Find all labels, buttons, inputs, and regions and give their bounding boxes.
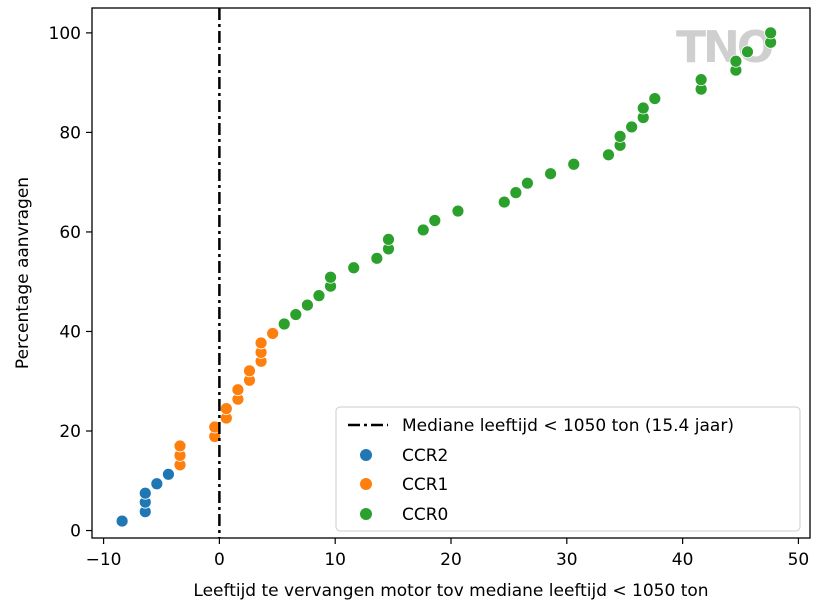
y-axis-label: Percentage aanvragen: [13, 177, 33, 369]
point-ccr0-3: [312, 289, 326, 303]
legend-marker-ccr2: [359, 448, 373, 462]
y-tick-label: 60: [59, 223, 81, 243]
point-ccr0-13: [497, 195, 511, 209]
point-ccr0-10: [416, 223, 430, 237]
point-ccr2-4: [150, 477, 164, 491]
x-tick-label: −10: [86, 550, 122, 570]
point-ccr0-15: [521, 176, 534, 190]
legend-label-ccr1: CCR1: [402, 475, 448, 495]
point-ccr0-9: [382, 233, 395, 246]
legend-box: [335, 406, 801, 532]
point-ccr0-24: [648, 92, 662, 105]
point-ccr0-12: [451, 204, 465, 218]
point-ccr0-31: [764, 26, 778, 40]
legend-label-ccr0: CCR0: [402, 505, 448, 525]
point-ccr2-0: [115, 514, 129, 528]
point-ccr0-26: [694, 73, 708, 87]
point-ccr0-0: [277, 317, 291, 331]
point-ccr0-2: [300, 298, 314, 312]
x-tick-label: 30: [556, 550, 578, 570]
x-tick-label: 0: [214, 550, 225, 570]
point-ccr0-29: [741, 45, 754, 59]
point-ccr1-13: [254, 336, 268, 350]
point-ccr1-2: [173, 439, 187, 453]
x-axis-label: Leeftijd te vervangen motor tov mediane …: [193, 581, 708, 601]
legend-label-vline: Mediane leeftijd < 1050 ton (15.4 jaar): [402, 416, 734, 436]
y-tick-label: 100: [49, 24, 81, 44]
point-ccr0-1: [289, 308, 303, 321]
legend-marker-ccr0: [359, 507, 373, 521]
point-ccr0-7: [370, 251, 384, 265]
point-ccr1-14: [266, 327, 280, 340]
point-ccr0-23: [636, 101, 650, 115]
x-axis-ticks: −10 0 10 20 30 40 50: [86, 538, 810, 570]
y-axis-ticks: 0 20 40 60 80 100: [49, 24, 92, 542]
legend-marker-ccr1: [359, 477, 373, 491]
x-tick-label: 40: [672, 550, 694, 570]
point-ccr0-16: [544, 167, 557, 181]
x-tick-label: 20: [440, 550, 462, 570]
point-ccr0-17: [567, 157, 581, 171]
point-ccr0-14: [509, 186, 523, 200]
point-ccr0-6: [347, 261, 361, 275]
point-ccr2-5: [162, 467, 175, 481]
point-ccr1-4: [208, 420, 222, 434]
tno-watermark: TNO: [676, 22, 773, 73]
x-tick-label: 50: [788, 550, 810, 570]
point-ccr1-6: [219, 402, 233, 416]
point-ccr0-11: [428, 214, 442, 227]
x-tick-label: 10: [324, 550, 346, 570]
legend: Mediane leeftijd < 1050 ton (15.4 jaar) …: [335, 406, 801, 532]
point-ccr2-3: [138, 486, 152, 500]
point-ccr1-10: [243, 364, 256, 378]
point-ccr0-5: [324, 270, 337, 284]
y-tick-label: 80: [59, 123, 81, 143]
point-ccr0-20: [613, 129, 627, 143]
data-points: [115, 26, 778, 528]
point-ccr1-8: [231, 383, 245, 397]
legend-label-ccr2: CCR2: [402, 446, 448, 466]
y-tick-label: 0: [70, 522, 81, 542]
y-tick-label: 40: [59, 322, 81, 342]
point-ccr0-21: [625, 120, 639, 134]
y-tick-label: 20: [59, 422, 81, 442]
point-ccr0-28: [729, 54, 743, 68]
point-ccr0-18: [602, 148, 615, 162]
